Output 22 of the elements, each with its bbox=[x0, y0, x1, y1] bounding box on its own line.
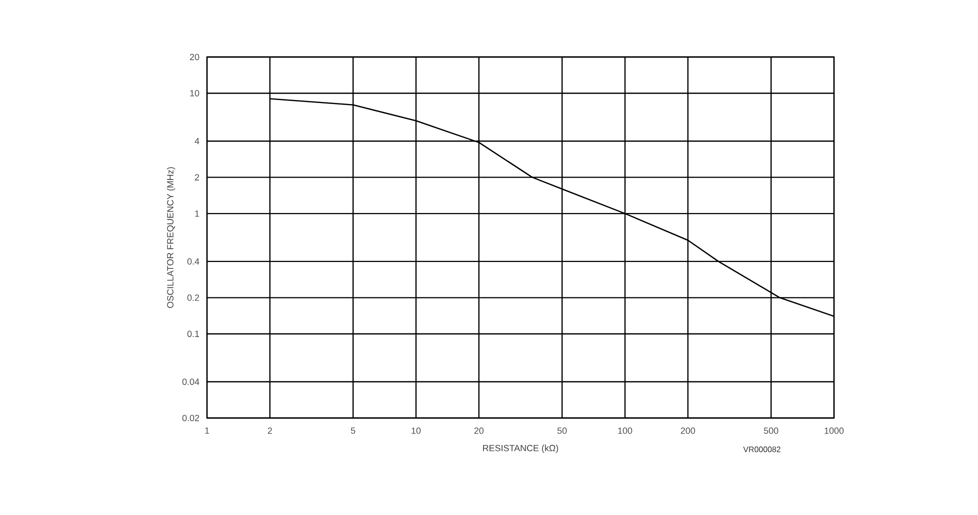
x-tick-label: 5 bbox=[350, 427, 356, 434]
y-tick-label: 20 bbox=[190, 54, 200, 60]
y-tick-label: 1 bbox=[195, 210, 200, 217]
x-tick-label: 100 bbox=[618, 427, 632, 434]
x-tick-label: 1 bbox=[205, 427, 210, 434]
y-tick-label: 2 bbox=[194, 174, 200, 180]
y-tick-label: 10 bbox=[190, 90, 200, 96]
x-tick-label: 1000 bbox=[824, 427, 844, 434]
x-tick-label: 200 bbox=[680, 427, 696, 434]
y-tick-label: 4 bbox=[194, 138, 200, 144]
y-tick-label: 0.02 bbox=[182, 414, 200, 422]
x-tick-label: 500 bbox=[764, 427, 778, 434]
y-tick-label: 0.4 bbox=[187, 258, 200, 265]
x-tick-label: 2 bbox=[268, 427, 272, 434]
x-tick-label: 10 bbox=[412, 427, 421, 434]
y-tick-label: 0.2 bbox=[187, 294, 200, 301]
x-tick-label: 20 bbox=[474, 427, 484, 434]
x-axis-title: RESISTANCE (kΩ) bbox=[483, 444, 558, 454]
y-axis-title: OSCILLATOR FREQUENCY (MHz) bbox=[166, 167, 176, 308]
y-tick-label: 0.04 bbox=[182, 378, 200, 385]
y-tick-label: 0.1 bbox=[187, 330, 200, 338]
x-tick-label: 50 bbox=[557, 427, 567, 434]
